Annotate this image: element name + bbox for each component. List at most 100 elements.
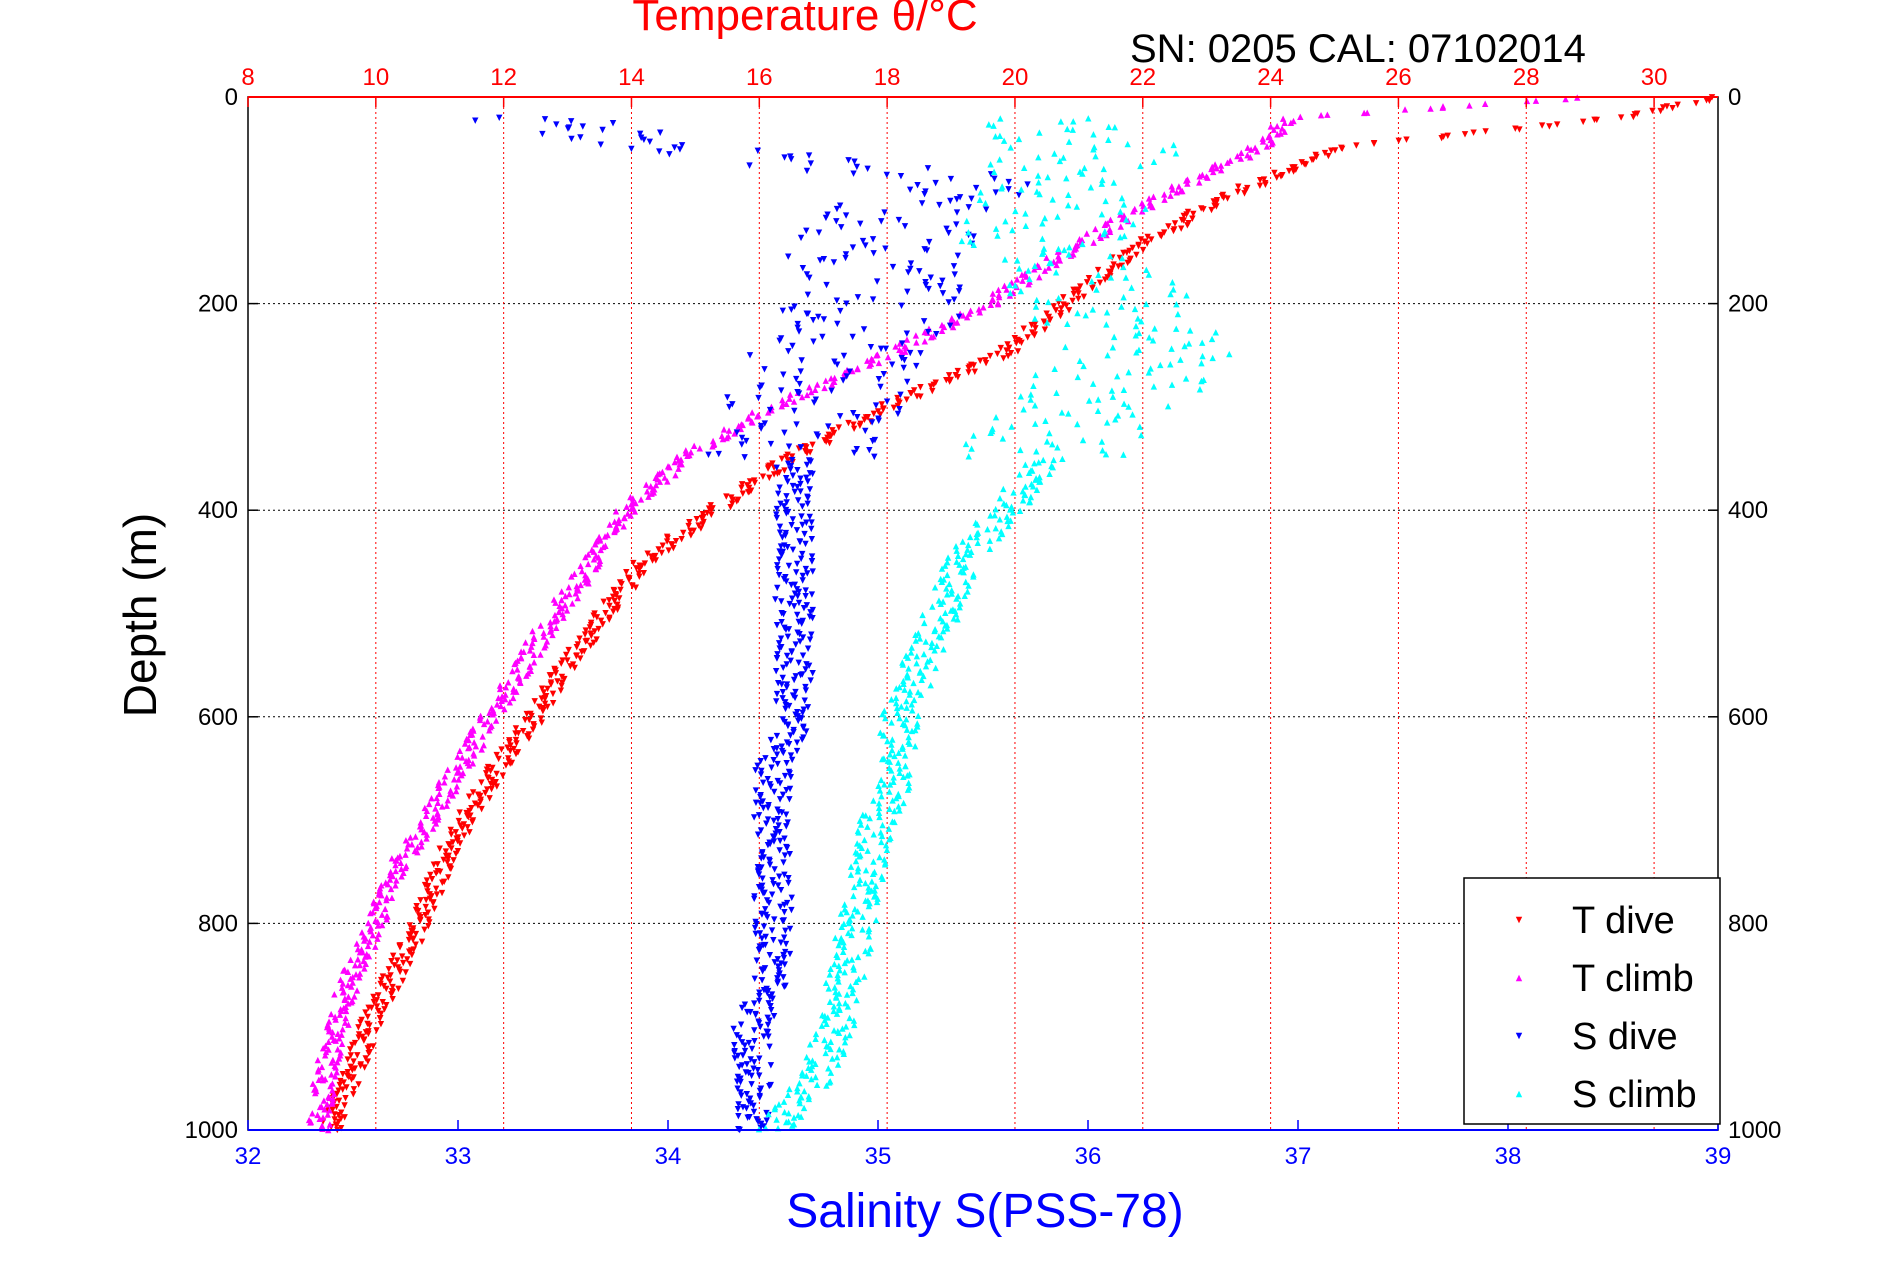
data-point [735,1101,742,1108]
data-point [1189,215,1196,222]
data-point [855,880,863,887]
data-point [1103,321,1110,328]
data-point [402,837,410,844]
data-point [339,989,347,996]
data-point [432,870,440,877]
data-point [1395,137,1402,145]
data-point [1532,97,1540,104]
data-point [870,831,877,838]
y-tick-label-left: 800 [198,910,238,937]
data-point [374,918,381,925]
data-point [362,1009,369,1016]
data-point [1181,342,1188,350]
data-point [422,812,430,819]
data-point [825,985,832,992]
data-point [992,133,999,140]
data-point [1023,273,1030,280]
data-point [974,521,981,528]
data-point [843,373,850,380]
data-point [789,342,796,350]
data-point [1035,179,1042,186]
data-point [908,644,915,651]
data-point [795,599,803,607]
data-point [826,440,833,447]
data-point [341,1019,349,1026]
data-point [830,1003,838,1010]
data-point [862,812,869,819]
data-point [507,748,514,755]
data-point [1053,389,1060,397]
data-point [794,611,801,619]
data-point [744,1114,751,1121]
data-point [530,651,538,658]
data-point [892,699,900,707]
data-point [869,437,876,445]
data-point [1254,148,1261,155]
data-point [757,793,764,801]
data-point [452,764,460,771]
data-point [414,848,421,856]
data-point [335,1097,343,1105]
data-point [333,1122,340,1130]
data-point [465,736,472,744]
data-point [788,453,796,460]
data-point [414,844,421,851]
data-point [764,775,771,783]
data-point [672,537,680,545]
data-point [577,562,584,570]
data-point [422,903,429,911]
data-point [773,732,781,740]
data-point [803,227,810,235]
data-point [845,157,852,164]
data-point [666,463,673,471]
data-point [445,874,452,881]
data-point [599,126,606,134]
data-point [1036,473,1043,481]
data-point [517,648,525,655]
data-point [884,737,891,745]
x-top-tick-label: 26 [1385,64,1412,91]
data-point [810,338,817,345]
data-point [758,935,766,942]
data-point [904,674,912,681]
data-point [776,523,784,530]
data-point [488,776,496,784]
data-point [361,965,368,972]
data-point [990,122,997,129]
data-point [506,699,514,706]
data-point [956,561,963,568]
data-point [756,1055,763,1062]
data-point [854,868,862,875]
data-point [444,766,451,773]
data-point [1138,317,1145,325]
data-point [1051,365,1058,373]
data-point [562,592,569,600]
data-point [529,726,537,733]
data-point [498,693,506,700]
data-point [879,406,887,413]
data-point [940,646,947,653]
data-point [1015,135,1023,143]
data-point [829,1055,836,1062]
data-point [486,709,493,716]
data-point [884,353,892,361]
data-point [384,974,391,982]
data-point [1123,249,1131,256]
data-point [812,1030,820,1038]
data-point [870,250,877,257]
data-point [1259,138,1267,145]
data-point [1007,289,1014,297]
data-point [870,797,877,804]
data-point [568,573,575,580]
data-point [1150,193,1157,200]
data-point [879,821,886,829]
data-point [759,798,766,805]
data-point [834,971,841,979]
data-point [1169,186,1176,193]
data-point [1063,302,1070,309]
data-point [413,902,420,910]
data-point [959,555,967,563]
data-point [865,888,872,895]
data-point [733,1032,740,1039]
data-point [890,778,897,785]
